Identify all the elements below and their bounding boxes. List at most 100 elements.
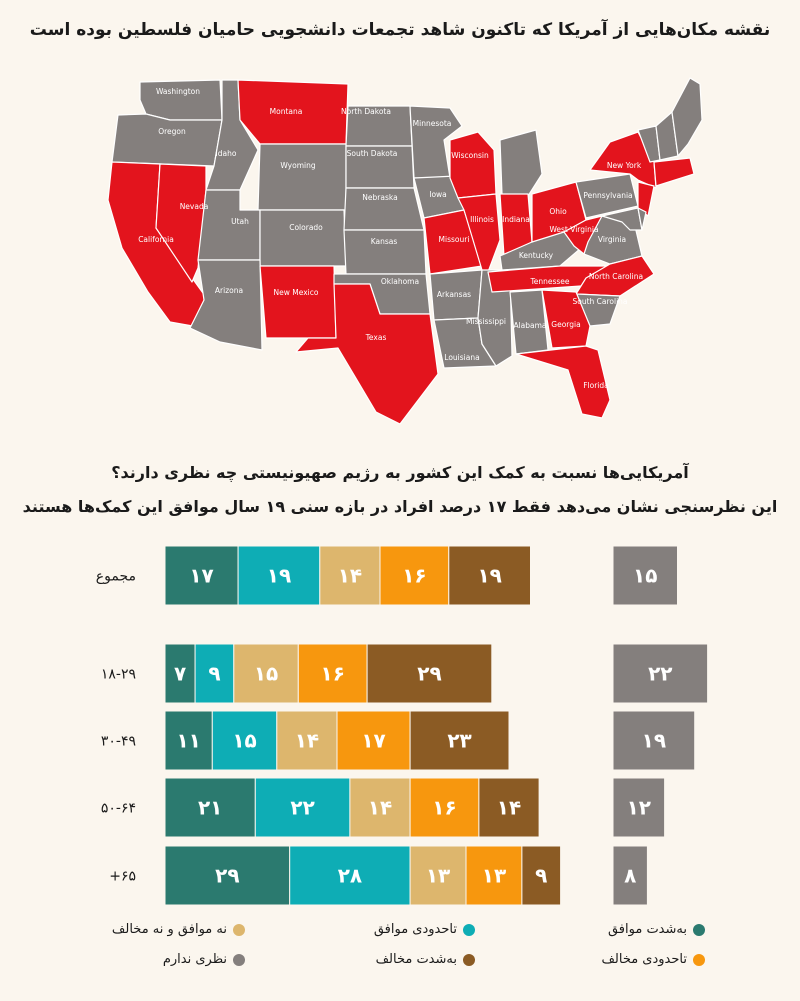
bar-value-label-r3-s0: ۲۱ <box>198 796 222 820</box>
bar-segment-r3-s4 <box>478 777 540 838</box>
no-opinion-value-label-r4: ۸ <box>624 864 636 888</box>
legend-label-5: نظری ندارم <box>162 952 227 967</box>
bar-value-label-r4-s0: ۲۹ <box>215 864 239 888</box>
state-label-montana: Montana <box>270 107 303 116</box>
bar-value-label-r2-s2: ۱۴ <box>295 729 319 753</box>
survey-subtitle: این نظرسنجی نشان می‌دهد فقط ۱۷ درصد افرا… <box>22 497 778 516</box>
state-newmexico <box>259 265 337 339</box>
state-maryland <box>601 207 643 231</box>
category-label-r4: +۶۵ <box>109 869 136 885</box>
bar-segment-r1-s2 <box>233 643 299 704</box>
legend-item-2: نه موافق و نه مخالف <box>112 922 245 937</box>
state-label-arkansas: Arkansas <box>437 290 471 299</box>
legend-label-4: به‌شدت مخالف <box>375 952 457 967</box>
bar-value-label-r1-s0: ۷ <box>174 662 186 686</box>
state-label-kansas: Kansas <box>371 237 398 246</box>
no-opinion-value-label-r0: ۱۵ <box>633 564 657 588</box>
bar-segment-r4-s2 <box>409 845 467 906</box>
state-label-westvirginia: West Virginia <box>549 225 598 234</box>
state-wyoming <box>257 143 347 211</box>
state-label-minnesota: Minnesota <box>413 119 452 128</box>
bar-segment-r1-s4 <box>366 643 493 704</box>
state-label-texas: Texas <box>365 333 387 342</box>
category-label-r3: ۵۰-۶۴ <box>101 801 136 817</box>
bar-segment-r1-s0 <box>164 643 196 704</box>
no-opinion-bar-r4 <box>612 845 648 906</box>
legend-item-1: تاحدودی موافق <box>374 922 475 937</box>
state-nevada <box>155 163 207 283</box>
state-label-california: California <box>138 235 174 244</box>
state-label-wyoming: Wyoming <box>280 161 315 170</box>
no-opinion-value-label-r2: ۱۹ <box>642 729 666 753</box>
bar-value-label-r3-s3: ۱۶ <box>432 796 456 820</box>
bar-value-label-r3-s1: ۲۲ <box>290 796 314 820</box>
bar-value-label-r4-s3: ۱۳ <box>482 864 506 888</box>
state-colorado <box>259 209 347 267</box>
state-delaware <box>637 207 647 231</box>
state-label-iowa: Iowa <box>429 190 447 199</box>
category-label-r0: مجموع <box>96 569 136 585</box>
state-label-louisiana: Louisiana <box>444 353 479 362</box>
state-label-idaho: Idaho <box>216 149 237 158</box>
state-label-nevada: Nevada <box>180 202 209 211</box>
legend-label-3: تاحدودی مخالف <box>601 952 687 967</box>
bar-value-label-r3-s2: ۱۴ <box>368 796 392 820</box>
state-label-northdakota: North Dakota <box>341 107 391 116</box>
bar-segment-r2-s0 <box>164 710 213 771</box>
state-label-arizona: Arizona <box>215 286 243 295</box>
category-label-r1: ۱۸-۲۹ <box>101 667 136 683</box>
bar-segment-r2-s4 <box>409 710 510 771</box>
category-label-r2: ۳۰-۴۹ <box>101 734 136 750</box>
bar-value-label-r1-s2: ۱۵ <box>254 662 278 686</box>
state-florida <box>515 345 611 419</box>
bar-value-label-r0-s0: ۱۷ <box>189 564 213 588</box>
legend-item-0: به‌شدت موافق <box>608 922 705 937</box>
legend-swatch-1 <box>463 923 475 936</box>
state-label-nebraska: Nebraska <box>362 193 397 202</box>
bar-value-label-r4-s4: ۹ <box>535 864 547 888</box>
bar-segment-r1-s1 <box>194 643 235 704</box>
legend-label-2: نه موافق و نه مخالف <box>111 922 227 937</box>
state-label-oregon: Oregon <box>158 127 186 136</box>
bar-segment-r0-s3 <box>379 545 450 606</box>
no-opinion-value-label-r3: ۱۲ <box>627 796 651 820</box>
state-label-newyork: New York <box>607 161 642 170</box>
state-label-georgia: Georgia <box>551 320 580 329</box>
bar-segment-r0-s4 <box>448 545 531 606</box>
bar-value-label-r0-s4: ۱۹ <box>477 564 501 588</box>
bar-segment-r0-s2 <box>319 545 381 606</box>
legend-swatch-5 <box>233 953 245 966</box>
state-label-florida: Florida <box>583 381 609 390</box>
bar-value-label-r1-s4: ۲۹ <box>417 662 441 686</box>
us-protest-map: Washington Oregon Idaho Montana Wyoming Calif… <box>107 77 703 425</box>
state-label-oklahoma: Oklahoma <box>381 277 419 286</box>
bar-value-label-r0-s1: ۱۹ <box>267 564 291 588</box>
state-maine <box>671 77 703 157</box>
no-opinion-bar-r1 <box>612 643 709 704</box>
bar-segment-r4-s4 <box>521 845 562 906</box>
state-newengland_south <box>653 157 695 187</box>
state-label-indiana: Indiana <box>502 215 530 224</box>
legend-label-1: تاحدودی موافق <box>373 922 457 937</box>
bar-segment-r2-s1 <box>211 710 278 771</box>
legend-item-5: نظری ندارم <box>163 952 245 967</box>
state-label-washington: Washington <box>156 87 200 96</box>
bar-value-label-r2-s1: ۱۵ <box>232 729 256 753</box>
state-arizona <box>189 259 263 351</box>
state-label-colorado: Colorado <box>289 223 323 232</box>
bar-segment-r2-s3 <box>336 710 411 771</box>
state-label-virginia: Virginia <box>598 235 626 244</box>
state-label-alabama: Alabama <box>513 321 546 330</box>
state-label-southdakota: South Dakota <box>347 149 398 158</box>
no-opinion-bar-r0 <box>612 545 678 606</box>
bar-segment-r2-s2 <box>276 710 338 771</box>
bar-segment-r4-s3 <box>465 845 523 906</box>
state-label-missouri: Missouri <box>439 235 470 244</box>
bar-value-label-r2-s4: ۲۳ <box>447 729 471 753</box>
state-wisconsin <box>449 131 497 199</box>
state-mississippi <box>477 269 513 367</box>
state-label-newmexico: New Mexico <box>274 288 319 297</box>
state-michigan <box>499 129 543 197</box>
survey-question: آمریکایی‌ها نسبت به کمک این کشور به رژیم… <box>111 463 689 482</box>
